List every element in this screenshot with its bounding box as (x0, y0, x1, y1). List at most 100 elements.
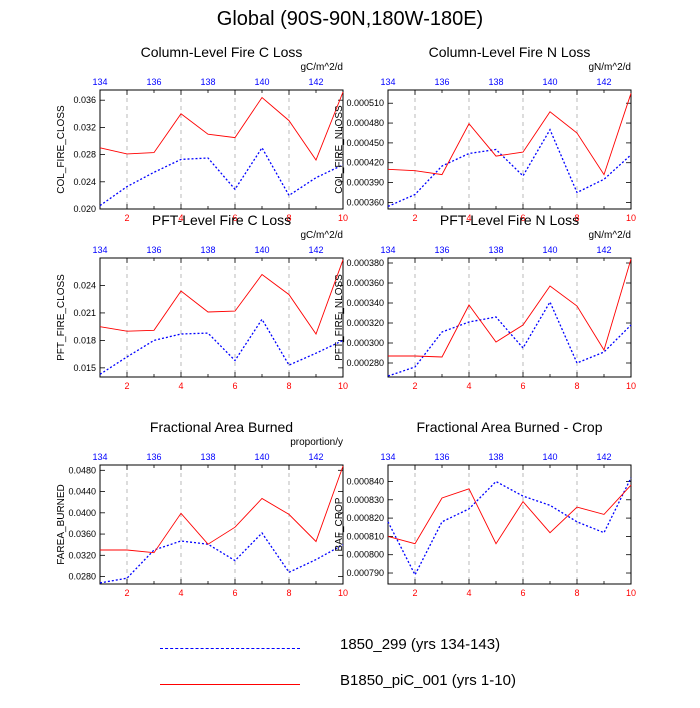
legend-swatch-series1 (160, 648, 300, 649)
panel1-ytick-label-4: 0.036 (73, 95, 96, 105)
legend-item-series2: B1850_piC_001 (yrs 1-10) (150, 672, 570, 708)
panel5-ytick-label-4: 0.0440 (68, 487, 96, 497)
panel4-units: gN/m^2/d (589, 230, 632, 241)
panel2-xtick-label-8: 8 (574, 213, 579, 223)
panel2-xtick-label-2: 2 (412, 213, 417, 223)
panel3-xtick-label-6: 6 (232, 381, 237, 391)
panel5-title: Fractional Area Burned (150, 419, 293, 435)
panel3-xtick-label-4: 4 (178, 381, 183, 391)
panel1-ytick-label-3: 0.032 (73, 122, 96, 132)
panel5-ytick-label-3: 0.0400 (68, 508, 96, 518)
panel4-title: PFT-Level Fire N Loss (440, 212, 579, 228)
panel6-top-tick-label-142: 142 (596, 452, 611, 462)
panel2-units: gN/m^2/d (589, 62, 632, 73)
panel2-series-1-line (387, 128, 632, 207)
panel1-top-tick-label-142: 142 (308, 77, 323, 87)
panel6-title: Fractional Area Burned - Crop (417, 419, 603, 435)
panel4-top-tick-label-138: 138 (488, 245, 503, 255)
panel3-top-tick-label-138: 138 (200, 245, 215, 255)
panel2-ytick-label-5: 0.000510 (346, 98, 384, 108)
panel3-units: gC/m^2/d (301, 230, 344, 241)
panel2-ytick-label-3: 0.000450 (346, 138, 384, 148)
panel4-series-1-line (387, 300, 632, 377)
panel5-series-1-line (99, 531, 344, 584)
panel5-xtick-label-6: 6 (232, 588, 237, 598)
panel4-top-tick-label-134: 134 (380, 245, 395, 255)
panel6-top-tick-label-140: 140 (542, 452, 557, 462)
panel2-ytick-label-1: 0.000390 (346, 178, 384, 188)
panel6-ytick-label-1: 0.000800 (346, 550, 384, 560)
panel4-ylabel: PFT_FIRE_NLOSS (334, 274, 345, 361)
panel5-ytick-label-5: 0.0480 (68, 465, 96, 475)
panel4-ytick-label-2: 0.000320 (346, 318, 384, 328)
panel1-series-1-line (99, 146, 344, 207)
panel1-frame (99, 89, 344, 210)
panel1-title: Column-Level Fire C Loss (141, 44, 303, 60)
legend-label-series1: 1850_299 (yrs 134-143) (340, 636, 501, 653)
panel1-top-tick-label-134: 134 (92, 77, 107, 87)
panel2-top-tick-label-140: 140 (542, 77, 557, 87)
panel4-xtick-label-10: 10 (626, 381, 636, 391)
panel5-xtick-label-2: 2 (124, 588, 129, 598)
panel5-units: proportion/y (290, 437, 343, 448)
panel4-top-tick-label-142: 142 (596, 245, 611, 255)
panel3-xtick-label-10: 10 (338, 381, 348, 391)
panel1-series-2-line (99, 91, 344, 161)
panel3-ytick-label-3: 0.024 (73, 280, 96, 290)
panel3-ylabel: PFT_FIRE_CLOSS (56, 274, 67, 361)
panel1-top-tick-label-138: 138 (200, 77, 215, 87)
panel2-title: Column-Level Fire N Loss (429, 44, 591, 60)
panel5-top-tick-label-142: 142 (308, 452, 323, 462)
panel3-ytick-label-0: 0.015 (73, 363, 96, 373)
panel1-ylabel: COL_FIRE_CLOSS (56, 105, 67, 194)
panel5-ylabel: FAREA_BURNED (56, 484, 67, 565)
panel6-ytick-label-4: 0.000830 (346, 495, 384, 505)
panel6-xtick-label-4: 4 (466, 588, 471, 598)
panel6-ytick-label-3: 0.000820 (346, 513, 384, 523)
panel2-xtick-label-4: 4 (466, 213, 471, 223)
panel4-ytick-label-1: 0.000300 (346, 338, 384, 348)
panel6-xtick-label-10: 10 (626, 588, 636, 598)
panel6-ylabel: BAF_CROP (334, 497, 345, 551)
panel5-frame (99, 464, 344, 585)
panel4-xtick-label-8: 8 (574, 381, 579, 391)
panel3-frame (99, 257, 344, 378)
panel1-xtick-label-8: 8 (286, 213, 291, 223)
panel4-xtick-label-6: 6 (520, 381, 525, 391)
panel5-top-tick-label-136: 136 (146, 452, 161, 462)
panel3-top-tick-label-140: 140 (254, 245, 269, 255)
panel2-ytick-label-4: 0.000480 (346, 118, 384, 128)
panel2-top-tick-label-136: 136 (434, 77, 449, 87)
panel2-xtick-label-6: 6 (520, 213, 525, 223)
panel1-xtick-label-4: 4 (178, 213, 183, 223)
panel2-top-tick-label-142: 142 (596, 77, 611, 87)
panel3-top-tick-label-136: 136 (146, 245, 161, 255)
panel6-xtick-label-6: 6 (520, 588, 525, 598)
panel1-top-tick-label-140: 140 (254, 77, 269, 87)
legend-swatch-series2 (160, 684, 300, 685)
panel4-top-tick-label-136: 136 (434, 245, 449, 255)
panel2-series-2-line (387, 93, 632, 176)
panel6-series-1-line (387, 477, 632, 577)
panel2-frame (387, 89, 632, 210)
panel4-xtick-label-4: 4 (466, 381, 471, 391)
legend: 1850_299 (yrs 134-143) B1850_piC_001 (yr… (150, 636, 570, 708)
panel3-ytick-label-1: 0.018 (73, 335, 96, 345)
panel4-series-2-line (388, 258, 632, 358)
panel1-xtick-label-6: 6 (232, 213, 237, 223)
panel6-ytick-label-5: 0.000840 (346, 476, 384, 486)
panel5-top-tick-label-138: 138 (200, 452, 215, 462)
figure-title: Global (90S-90N,180W-180E) (216, 8, 484, 30)
panel6-top-tick-label-134: 134 (380, 452, 395, 462)
panel3-top-tick-label-142: 142 (308, 245, 323, 255)
panel5-top-tick-label-140: 140 (254, 452, 269, 462)
panel4-top-tick-label-140: 140 (542, 245, 557, 255)
legend-item-series1: 1850_299 (yrs 134-143) (150, 636, 570, 672)
panel1-ytick-label-0: 0.020 (73, 204, 96, 214)
panel4-ytick-label-4: 0.000360 (346, 278, 384, 288)
panel2-top-tick-label-138: 138 (488, 77, 503, 87)
panel4-ytick-label-5: 0.000380 (346, 258, 384, 268)
panel3-ytick-label-2: 0.021 (73, 308, 96, 318)
panel3-series-2-line (99, 259, 344, 335)
